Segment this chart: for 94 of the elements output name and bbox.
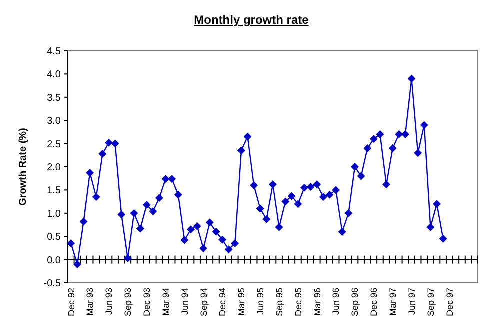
y-tick-label: 1.0 bbox=[47, 208, 62, 220]
x-tick-label: Dec 97 bbox=[444, 288, 455, 317]
point bbox=[162, 175, 170, 184]
point bbox=[250, 182, 258, 190]
point bbox=[344, 209, 353, 218]
point bbox=[206, 218, 214, 227]
point bbox=[313, 180, 322, 189]
point bbox=[275, 223, 284, 232]
point bbox=[92, 193, 100, 202]
y-tick-label: 3.0 bbox=[47, 116, 62, 128]
point bbox=[193, 222, 202, 230]
y-tick-label: 4.0 bbox=[47, 70, 62, 81]
point bbox=[282, 198, 290, 206]
y-tick-label: 1.5 bbox=[47, 186, 62, 197]
point bbox=[382, 180, 391, 189]
point bbox=[174, 190, 182, 199]
point bbox=[136, 224, 145, 233]
y-tick-label: -0.5 bbox=[44, 278, 62, 290]
point bbox=[200, 244, 208, 253]
point bbox=[118, 210, 126, 219]
x-tick-label: Mar 95 bbox=[236, 288, 247, 316]
point bbox=[408, 74, 416, 83]
x-tick-label: Dec 93 bbox=[142, 288, 152, 317]
y-tick-label: 0.5 bbox=[47, 232, 62, 244]
point bbox=[86, 169, 94, 178]
point bbox=[231, 240, 240, 248]
point bbox=[319, 193, 328, 202]
y-tick-label: 2.0 bbox=[47, 162, 62, 174]
x-tick-label: Jun 97 bbox=[406, 288, 417, 316]
point bbox=[105, 138, 113, 147]
point bbox=[420, 121, 428, 130]
point bbox=[306, 182, 315, 191]
x-tick-label: Dec 95 bbox=[293, 288, 304, 317]
point bbox=[326, 190, 334, 199]
point bbox=[155, 194, 164, 202]
x-tick-label: Jun 96 bbox=[331, 288, 342, 316]
x-tick-label: Jun 95 bbox=[256, 288, 266, 316]
x-tick-label: Sep 96 bbox=[350, 288, 360, 317]
point bbox=[124, 254, 132, 262]
point bbox=[269, 180, 277, 189]
x-tick-label: Jun 93 bbox=[104, 288, 114, 316]
x-tick-label: Mar 97 bbox=[388, 288, 398, 316]
x-tick-label: Sep 93 bbox=[123, 288, 134, 317]
point bbox=[376, 130, 384, 139]
point bbox=[244, 132, 252, 141]
y-tick-label: 3.5 bbox=[47, 92, 62, 104]
point bbox=[338, 228, 346, 236]
point bbox=[187, 226, 195, 234]
point bbox=[351, 163, 359, 171]
point bbox=[357, 172, 366, 180]
point bbox=[218, 236, 227, 244]
point bbox=[149, 208, 158, 216]
point bbox=[256, 204, 264, 213]
x-tick-label: Mar 96 bbox=[312, 288, 322, 316]
point bbox=[262, 215, 271, 224]
chart-title: Monthly growth rate bbox=[194, 13, 310, 27]
x-tick-label: Dec 94 bbox=[218, 288, 228, 317]
point bbox=[433, 200, 441, 208]
x-tick-label: Dec 96 bbox=[369, 288, 380, 317]
point bbox=[288, 192, 296, 200]
point bbox=[395, 130, 404, 139]
x-tick-label: Mar 94 bbox=[160, 288, 171, 316]
y-axis-title: Growth Rate (%) bbox=[18, 128, 29, 206]
x-tick-label: Sep 94 bbox=[198, 288, 209, 317]
x-tick-label: Dec 92 bbox=[66, 288, 76, 317]
point bbox=[130, 209, 138, 218]
y-tick-label: 0.0 bbox=[47, 255, 62, 266]
point bbox=[388, 144, 397, 152]
x-tick-label: Mar 93 bbox=[85, 288, 96, 316]
point bbox=[364, 144, 372, 152]
point bbox=[73, 260, 82, 268]
point bbox=[414, 149, 422, 158]
point bbox=[80, 218, 88, 226]
point bbox=[142, 201, 151, 210]
x-tick-label: Sep 95 bbox=[274, 288, 284, 317]
point bbox=[67, 240, 76, 248]
point bbox=[439, 234, 448, 243]
point bbox=[98, 150, 107, 158]
point bbox=[294, 200, 302, 208]
point bbox=[426, 223, 435, 232]
point bbox=[370, 135, 378, 144]
y-tick-label: 2.5 bbox=[47, 139, 62, 150]
point bbox=[111, 140, 120, 148]
point bbox=[237, 146, 246, 155]
point bbox=[180, 236, 189, 244]
point bbox=[401, 130, 410, 139]
point bbox=[168, 175, 176, 184]
point bbox=[212, 228, 220, 236]
y-tick-label: 4.5 bbox=[47, 46, 62, 58]
point bbox=[300, 184, 309, 192]
point bbox=[224, 246, 233, 254]
x-tick-label: Sep 97 bbox=[426, 288, 436, 317]
x-tick-label: Jun 94 bbox=[180, 288, 190, 316]
point bbox=[332, 186, 340, 194]
